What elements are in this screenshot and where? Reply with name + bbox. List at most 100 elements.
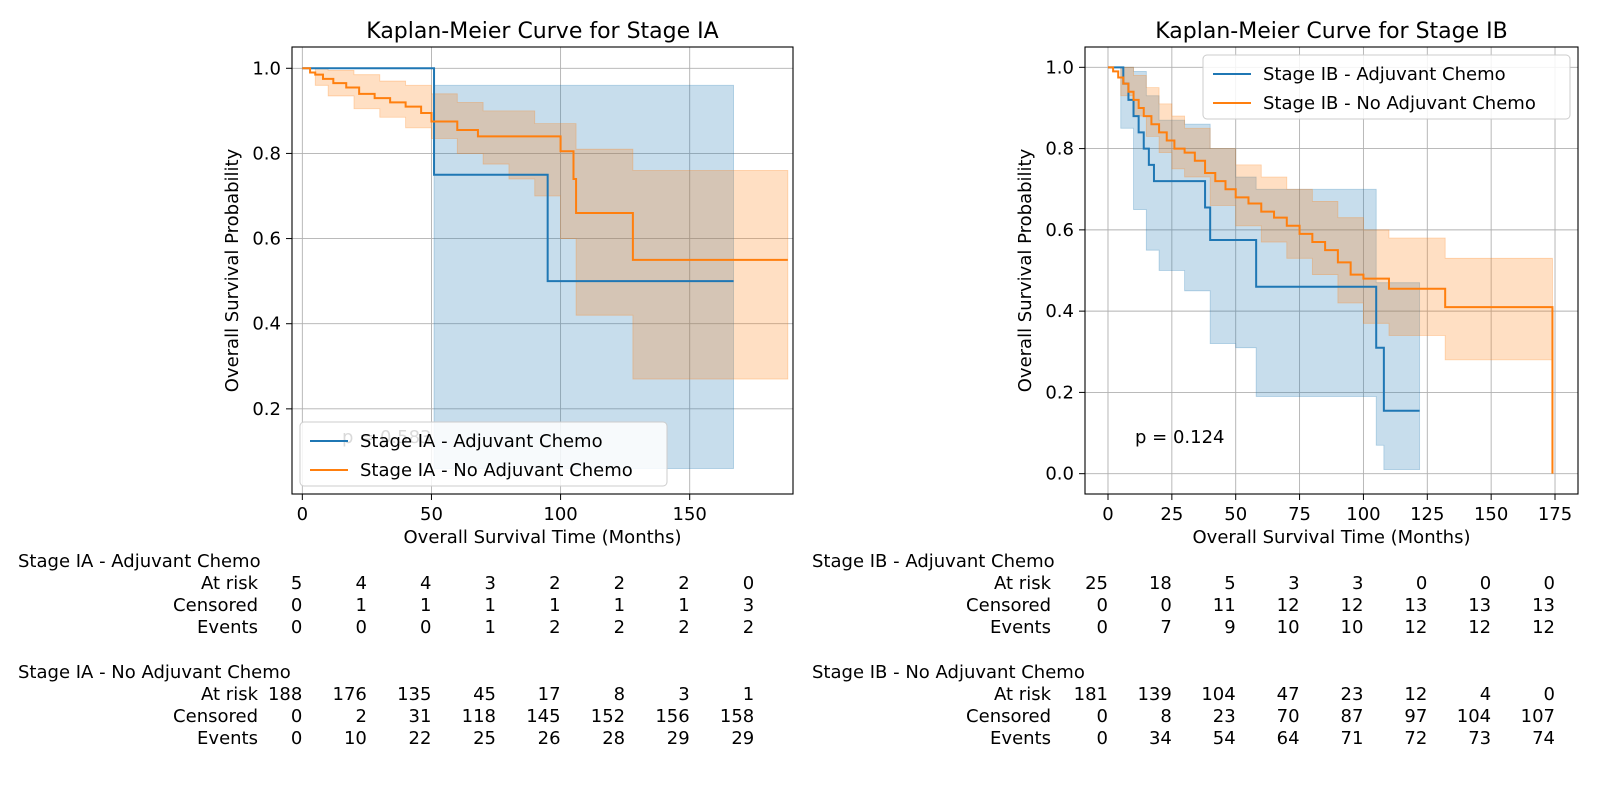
chart0-ytick-label-0: 0.2 — [252, 399, 281, 420]
chart0-risk-cell-1-0-3: 45 — [473, 684, 496, 705]
chart1-risk-cell-0-0-3: 3 — [1288, 573, 1299, 594]
chart0-legend-box — [299, 421, 668, 487]
chart1-plot-area — [1107, 66, 1554, 474]
chart0-risk-cell-1-1-4: 145 — [526, 706, 560, 727]
chart1-series-line-1 — [1107, 66, 1554, 474]
chart0-risk-cell-1-2-2: 22 — [409, 728, 432, 749]
chart1-risk-group-title-1: Stage IB - No Adjuvant Chemo — [812, 662, 1085, 683]
chart1-risk-cell-0-1-6: 13 — [1468, 595, 1491, 616]
chart0-risk-row-label-1-1: Censored — [173, 706, 258, 727]
chart1-xtick-label-7: 175 — [1538, 504, 1572, 525]
chart0-risk-cell-1-2-0: 0 — [291, 728, 302, 749]
chart1-ytick-label-3: 0.6 — [1045, 220, 1074, 241]
chart1-risk-cell-1-0-0: 181 — [1074, 684, 1108, 705]
chart1-risk-cell-0-0-1: 18 — [1149, 573, 1172, 594]
chart1-title: Kaplan-Meier Curve for Stage IB — [1155, 19, 1507, 44]
chart0-risk-cell-0-2-3: 1 — [485, 617, 496, 638]
chart0-series-line-0 — [302, 67, 734, 283]
chart1-risk-cell-1-1-3: 70 — [1277, 706, 1300, 727]
chart0-risk-row-label-1-2: Events — [197, 728, 258, 749]
chart1-risk-cell-0-2-6: 12 — [1468, 617, 1491, 638]
chart1-risk-cell-0-0-4: 3 — [1352, 573, 1363, 594]
chart1-risk-cell-1-0-7: 0 — [1544, 684, 1555, 705]
chart0-risk-cell-0-1-0: 0 — [291, 595, 302, 616]
chart0-risk-cell-1-0-1: 176 — [333, 684, 367, 705]
chart0-risk-cell-0-1-2: 1 — [420, 595, 431, 616]
chart0-risk-cell-1-1-3: 118 — [462, 706, 496, 727]
chart0-xtick-label-0: 0 — [297, 504, 308, 525]
chart0-xtick-label-3: 150 — [673, 504, 707, 525]
chart0-risk-cell-1-0-6: 3 — [678, 684, 689, 705]
chart0-risk-cell-1-0-5: 8 — [614, 684, 625, 705]
chart0-risk-group-title-1: Stage IA - No Adjuvant Chemo — [18, 662, 291, 683]
chart0-risk-cell-0-2-6: 2 — [678, 617, 689, 638]
chart1-xlabel: Overall Survival Time (Months) — [1193, 527, 1471, 548]
chart1-xtick-label-1: 25 — [1160, 504, 1183, 525]
chart1-risk-cell-0-0-0: 25 — [1085, 573, 1108, 594]
chart0-risk-cell-0-2-5: 2 — [614, 617, 625, 638]
chart1-risk-cell-0-1-5: 13 — [1404, 595, 1427, 616]
chart1-risk-cell-1-2-1: 34 — [1149, 728, 1172, 749]
chart0-plot-area — [302, 67, 789, 469]
chart1-ytick-label-1: 0.2 — [1045, 382, 1074, 403]
chart1-risk-cell-0-2-0: 0 — [1097, 617, 1108, 638]
chart0-series-line-1 — [302, 67, 788, 261]
chart1-legend-box — [1202, 54, 1571, 120]
chart1-ytick-label-4: 0.8 — [1045, 139, 1074, 160]
chart1-risk-cell-1-1-2: 23 — [1213, 706, 1236, 727]
chart1-risk-cell-1-2-3: 64 — [1277, 728, 1300, 749]
chart0-risk-cell-1-1-6: 156 — [655, 706, 689, 727]
chart0-risk-cell-0-0-5: 2 — [614, 573, 625, 594]
chart0-risk-cell-0-0-2: 4 — [420, 573, 431, 594]
chart0-ytick-label-1: 0.4 — [252, 314, 281, 335]
chart1-axes-frame — [1084, 46, 1579, 495]
chart1-risk-cell-0-0-7: 0 — [1544, 573, 1555, 594]
chart1-risk-cell-0-2-2: 9 — [1224, 617, 1235, 638]
chart1-risk-cell-0-0-6: 0 — [1480, 573, 1491, 594]
chart0-legend-label-1: Stage IA - No Adjuvant Chemo — [360, 460, 633, 481]
chart0-legend-label-0: Stage IA - Adjuvant Chemo — [360, 431, 603, 452]
chart1-risk-cell-1-1-0: 0 — [1097, 706, 1108, 727]
chart0-risk-cell-0-0-4: 2 — [549, 573, 560, 594]
chart0-ylabel: Overall Survival Probability — [222, 148, 243, 392]
chart0-risk-cell-0-2-0: 0 — [291, 617, 302, 638]
chart1-risk-cell-1-1-4: 87 — [1341, 706, 1364, 727]
chart1-risk-cell-1-1-1: 8 — [1160, 706, 1171, 727]
chart1-legend-label-1: Stage IB - No Adjuvant Chemo — [1263, 93, 1536, 114]
chart1-risk-cell-0-0-2: 5 — [1224, 573, 1235, 594]
chart1-risk-cell-0-0-5: 0 — [1416, 573, 1427, 594]
chart0-risk-cell-0-1-4: 1 — [549, 595, 560, 616]
chart1-risk-row-label-0-2: Events — [990, 617, 1051, 638]
chart1-risk-cell-1-2-7: 74 — [1532, 728, 1555, 749]
chart1-risk-cell-0-2-7: 12 — [1532, 617, 1555, 638]
chart0-risk-row-label-0-1: Censored — [173, 595, 258, 616]
chart0-risk-row-label-1-0: At risk — [201, 684, 259, 705]
chart0-xtick-label-1: 50 — [420, 504, 443, 525]
chart1-risk-cell-1-0-3: 47 — [1277, 684, 1300, 705]
chart0-xtick-label-2: 100 — [543, 504, 577, 525]
chart1-risk-cell-0-1-7: 13 — [1532, 595, 1555, 616]
chart1-risk-row-label-1-0: At risk — [994, 684, 1052, 705]
chart1-risk-cell-1-2-0: 0 — [1097, 728, 1108, 749]
chart1-legend-label-0: Stage IB - Adjuvant Chemo — [1263, 64, 1506, 85]
chart0-ytick-label-3: 0.8 — [252, 143, 281, 164]
chart1-xtick-label-5: 125 — [1410, 504, 1444, 525]
chart1-risk-cell-1-0-6: 4 — [1480, 684, 1491, 705]
chart1-risk-cell-1-2-2: 54 — [1213, 728, 1236, 749]
chart1-p-value: p = 0.124 — [1135, 427, 1224, 448]
chart0-risk-cell-1-0-0: 188 — [268, 684, 302, 705]
chart1-risk-cell-1-2-6: 73 — [1468, 728, 1491, 749]
chart1-series-line-0 — [1107, 66, 1420, 412]
chart0-risk-row-label-0-0: At risk — [201, 573, 259, 594]
chart0-risk-cell-0-1-7: 3 — [743, 595, 754, 616]
chart1-risk-cell-0-2-5: 12 — [1404, 617, 1427, 638]
chart1-risk-cell-0-1-3: 12 — [1277, 595, 1300, 616]
chart0-risk-cell-1-1-2: 31 — [409, 706, 432, 727]
chart1-risk-cell-0-1-2: 11 — [1213, 595, 1236, 616]
chart1-risk-cell-1-0-2: 104 — [1201, 684, 1235, 705]
chart0-risk-cell-1-2-7: 29 — [731, 728, 754, 749]
chart1-risk-row-label-1-1: Censored — [966, 706, 1051, 727]
chart1-risk-cell-1-1-6: 104 — [1457, 706, 1491, 727]
chart0-xlabel: Overall Survival Time (Months) — [404, 527, 682, 548]
